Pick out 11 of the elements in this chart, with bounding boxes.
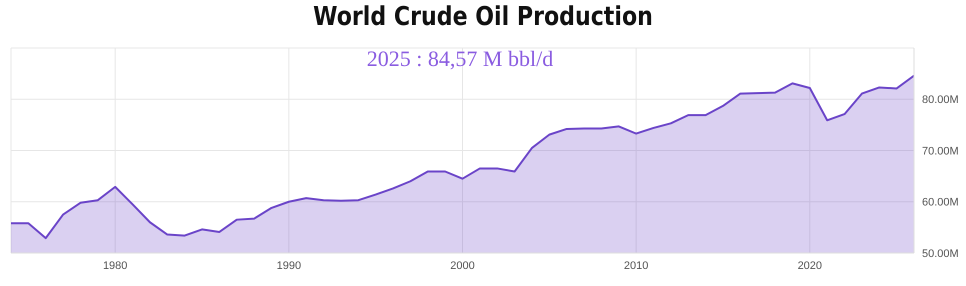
x-tick-label: 1990: [276, 260, 302, 272]
x-tick-label: 2000: [450, 260, 475, 272]
annotation: 2025 : 84,57 M bbl/d: [366, 46, 554, 72]
x-tick-label: 2020: [798, 260, 822, 272]
x-tick-label: 1980: [102, 260, 128, 272]
chart-title: World Crude Oil Production: [312, 2, 654, 32]
x-tick-label: 2010: [624, 260, 648, 272]
y-tick-label: 50.00M: [922, 248, 959, 260]
y-tick-label: 70.00M: [922, 145, 959, 158]
y-tick-label: 60.00M: [922, 196, 959, 209]
y-tick-label: 80.00M: [922, 94, 959, 106]
